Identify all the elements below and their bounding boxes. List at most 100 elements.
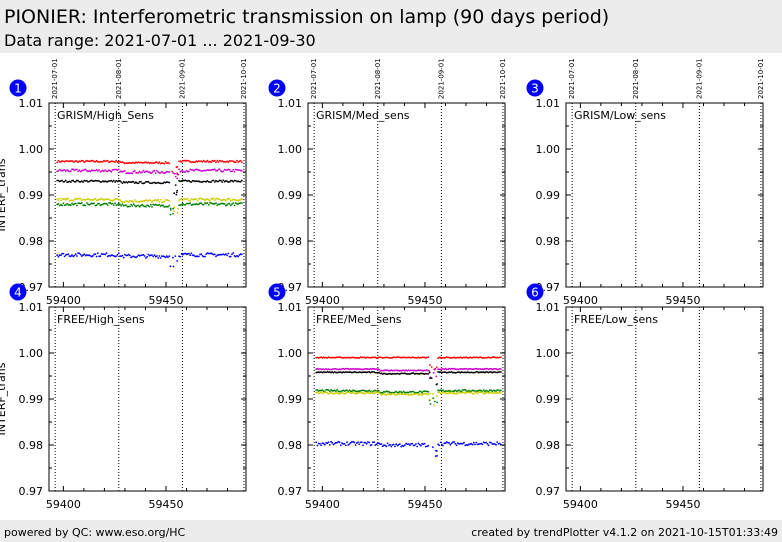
- data-point: [195, 198, 198, 201]
- data-point: [188, 170, 190, 173]
- data-point: [82, 160, 84, 162]
- date-marker-label: 2021-10-01: [757, 58, 765, 99]
- data-point: [490, 441, 492, 444]
- data-point: [61, 252, 63, 255]
- data-point: [402, 356, 405, 359]
- data-point: [175, 193, 178, 196]
- date-marker-label: 2021-10-01: [499, 58, 507, 99]
- data-point: [486, 443, 489, 445]
- data-point: [368, 389, 371, 392]
- data-point: [84, 168, 87, 171]
- y-axis-title: INTERF_trans: [0, 158, 8, 231]
- data-point: [136, 255, 139, 258]
- data-point: [114, 202, 116, 205]
- data-point: [71, 202, 73, 205]
- data-point: [165, 255, 168, 258]
- data-point: [213, 253, 216, 256]
- data-point: [114, 161, 116, 163]
- data-point: [202, 159, 205, 162]
- data-point: [158, 161, 161, 164]
- x-tick-label: 59400: [305, 294, 340, 307]
- data-point: [413, 444, 416, 447]
- data-point: [216, 197, 219, 200]
- date-marker-label: 2021-08-01: [115, 58, 123, 99]
- data-point: [164, 256, 167, 259]
- data-point: [106, 170, 109, 173]
- data-point: [132, 181, 135, 183]
- data-point: [370, 391, 373, 394]
- data-point: [316, 389, 319, 391]
- data-point: [124, 170, 126, 172]
- data-point: [330, 440, 332, 443]
- data-point: [193, 254, 195, 257]
- data-point: [114, 181, 116, 183]
- data-point: [427, 393, 430, 396]
- data-point: [105, 252, 108, 255]
- data-point: [142, 169, 145, 172]
- data-point: [408, 444, 411, 447]
- data-point: [461, 442, 464, 445]
- data-series: [56, 201, 243, 216]
- data-point: [80, 199, 83, 202]
- data-point: [168, 171, 171, 173]
- data-point: [119, 203, 121, 206]
- data-point: [120, 181, 123, 183]
- data-point: [191, 179, 194, 182]
- panel-3: 2021-07-01 2021-08-01 2021-09-01 2021-10-01…: [526, 58, 765, 307]
- data-point: [355, 357, 358, 359]
- data-point: [471, 443, 474, 446]
- data-point: [348, 443, 351, 445]
- plot-frame: [565, 102, 764, 288]
- data-point: [147, 180, 150, 183]
- data-point: [136, 162, 139, 164]
- data-point: [108, 180, 110, 182]
- y-tick-label: 1.01: [536, 301, 561, 314]
- data-point: [319, 442, 321, 445]
- y-tick-label: 0.99: [536, 393, 561, 406]
- data-point: [78, 169, 81, 172]
- data-point: [115, 159, 118, 162]
- data-point: [169, 209, 172, 211]
- data-point: [177, 207, 180, 210]
- data-point: [133, 162, 136, 165]
- data-point: [482, 389, 485, 392]
- data-point: [197, 255, 200, 258]
- data-point: [200, 202, 203, 205]
- data-point: [442, 357, 444, 359]
- data-point: [353, 441, 356, 444]
- data-point: [226, 203, 229, 206]
- data-point: [80, 180, 83, 182]
- data-point: [159, 182, 162, 185]
- panel-number-badge: [268, 79, 286, 97]
- data-point: [99, 255, 102, 258]
- data-point: [120, 204, 123, 207]
- data-point: [359, 391, 362, 394]
- data-point: [495, 390, 497, 393]
- data-point: [378, 371, 380, 374]
- data-point: [204, 199, 206, 202]
- data-point: [367, 368, 369, 371]
- data-point: [217, 180, 220, 183]
- data-point: [430, 366, 433, 368]
- data-point: [131, 200, 134, 203]
- y-tick-label: 1.01: [278, 301, 303, 314]
- data-point: [241, 198, 243, 201]
- footer-powered-by: powered by QC: www.eso.org/HC: [4, 526, 186, 539]
- data-point: [487, 392, 490, 395]
- data-point: [395, 390, 398, 393]
- data-point: [395, 443, 398, 446]
- data-point: [152, 162, 155, 164]
- data-point: [215, 202, 217, 205]
- data-point: [98, 169, 100, 171]
- data-point: [320, 391, 322, 393]
- data-point: [336, 388, 338, 391]
- data-point: [154, 172, 157, 174]
- data-point: [115, 255, 118, 257]
- data-point: [440, 392, 443, 395]
- data-point: [72, 200, 75, 202]
- data-point: [76, 168, 78, 171]
- data-point: [500, 356, 502, 359]
- data-point: [453, 390, 455, 393]
- data-point: [153, 254, 156, 257]
- data-point: [184, 171, 187, 173]
